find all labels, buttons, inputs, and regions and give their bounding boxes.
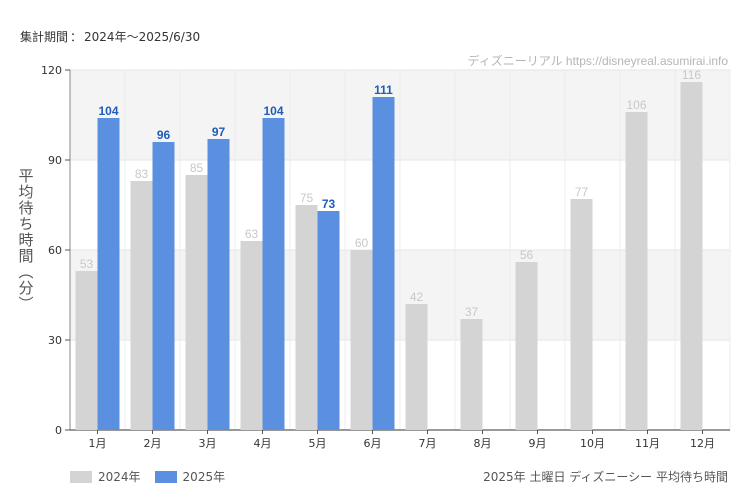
data-label-2024: 116 [682, 68, 701, 82]
bar-2025 [317, 211, 340, 430]
bar-2025 [207, 139, 230, 430]
y-tick-label: 90 [48, 154, 62, 167]
x-tick-label: 10月 [580, 437, 605, 450]
y-tick-label: 30 [48, 334, 62, 347]
bar-2024 [130, 181, 153, 430]
data-label-2025: 104 [98, 104, 118, 118]
bar-2024 [75, 271, 98, 430]
chart-caption: 2025年 土曜日 ディズニーシー 平均待ち時間 [483, 470, 728, 484]
period-value: 2024年～2025/6/30 [84, 30, 201, 44]
data-label-2024: 37 [465, 305, 479, 319]
x-tick-label: 1月 [89, 437, 107, 450]
bar-2024 [185, 175, 208, 430]
legend: 2024年 2025年 [70, 468, 225, 485]
bar-2024 [460, 319, 483, 430]
data-label-2025: 104 [263, 104, 283, 118]
data-label-2024: 106 [626, 98, 646, 112]
x-tick-label: 5月 [309, 437, 327, 450]
x-tick-label: 2月 [144, 437, 162, 450]
bar-2025 [152, 142, 175, 430]
data-label-2024: 56 [520, 248, 534, 262]
bar-2024 [350, 250, 373, 430]
bar-2024 [295, 205, 318, 430]
legend-swatch-2024 [70, 470, 92, 483]
data-label-2024: 63 [245, 227, 259, 241]
y-axis-title-wrap: 平均待ち時間（分） [12, 155, 40, 325]
legend-swatch-2025 [154, 470, 177, 483]
bar-2024 [570, 199, 593, 430]
credit-text: ディズニーリアル https://disneyreal.asumirai.inf… [467, 54, 728, 68]
x-tick-label: 7月 [419, 437, 437, 450]
legend-item-2024[interactable]: 2024年 [70, 468, 141, 485]
y-tick-label: 60 [48, 244, 62, 257]
legend-item-2025[interactable]: 2025年 [154, 468, 226, 485]
data-label-2025: 111 [374, 83, 393, 97]
x-tick-label: 12月 [690, 437, 715, 450]
data-label-2024: 60 [355, 236, 369, 250]
data-label-2024: 42 [410, 290, 424, 304]
bar-2025 [372, 97, 395, 430]
y-tick-label: 120 [41, 64, 62, 77]
bar-2024 [515, 262, 538, 430]
data-label-2024: 85 [190, 161, 204, 175]
x-tick-label: 9月 [529, 437, 547, 450]
period-separator: ： [70, 30, 83, 44]
x-tick-label: 11月 [635, 437, 660, 450]
period-label-text: 集計期間 [20, 30, 69, 44]
bar-2025 [97, 118, 120, 430]
data-label-2024: 53 [80, 257, 94, 271]
legend-label-2024: 2024年 [98, 470, 141, 484]
period-label: 集計期間： 2024年～2025/6/30 [20, 28, 200, 45]
data-label-2025: 97 [212, 125, 226, 139]
x-tick-label: 4月 [254, 437, 272, 450]
y-tick-label: 0 [55, 424, 62, 437]
y-axis-title: 平均待ち時間（分） [16, 168, 35, 312]
legend-label-2025: 2025年 [182, 470, 226, 484]
data-label-2025: 96 [157, 128, 171, 142]
data-label-2024: 83 [135, 167, 149, 181]
data-label-2024: 77 [575, 185, 589, 199]
x-tick-label: 8月 [474, 437, 492, 450]
bar-2024 [240, 241, 263, 430]
bar-2024 [405, 304, 428, 430]
x-tick-label: 3月 [199, 437, 217, 450]
data-label-2024: 75 [300, 191, 314, 205]
bar-2025 [262, 118, 285, 430]
bar-2024 [625, 112, 648, 430]
x-tick-label: 6月 [364, 437, 382, 450]
data-label-2025: 73 [322, 197, 336, 211]
bar-2024 [680, 82, 703, 430]
